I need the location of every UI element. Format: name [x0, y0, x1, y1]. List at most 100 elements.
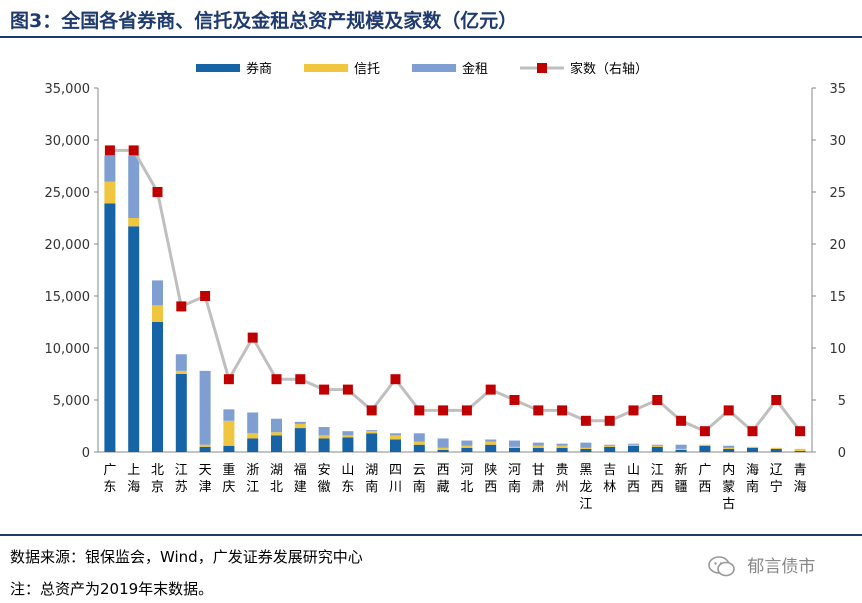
count-marker [509, 395, 520, 405]
legend-leasing-label: 金租 [462, 61, 488, 77]
chart-svg: 0 5,000 10,000 15,000 20,000 25,000 30,000 35,0… [45, 61, 847, 512]
bar-segment-leasing [152, 280, 163, 306]
legend-count-label: 家数（右轴） [570, 61, 648, 77]
category-label: 江苏 [175, 463, 188, 495]
bar-segment-leasing [294, 421, 306, 424]
count-marker [652, 395, 663, 405]
bar-segment-broker [199, 446, 211, 452]
bar-segment-leasing [413, 433, 425, 442]
right-tick-label: 5 [838, 394, 846, 409]
count-marker [628, 405, 639, 416]
bar-segment-broker [532, 447, 544, 452]
right-tick-label: 30 [829, 134, 846, 149]
left-tick-label: 10,000 [45, 342, 91, 357]
count-marker [485, 384, 496, 395]
count-marker [223, 374, 234, 385]
bar-segment-leasing [366, 430, 378, 432]
category-label: 内蒙古 [722, 462, 735, 512]
left-tick-label: 25,000 [45, 186, 91, 201]
bar-segment-broker [175, 374, 187, 452]
bar-segment-leasing [628, 443, 639, 445]
count-marker [676, 415, 687, 426]
category-label: 湖北 [270, 463, 283, 495]
bar-segment-leasing [271, 418, 282, 433]
category-label: 云南 [413, 463, 426, 495]
bar-segment-leasing [509, 440, 520, 447]
bar-segment-trust [223, 420, 235, 446]
category-label: 陕西 [484, 463, 497, 495]
category-label: 山西 [627, 463, 640, 495]
bar-segment-leasing [556, 443, 568, 446]
legend-trust-swatch [304, 64, 348, 72]
bar-segment-trust [580, 447, 592, 449]
count-marker [319, 384, 330, 395]
bar-segment-leasing [318, 427, 330, 436]
bar-segment-leasing [580, 442, 592, 448]
legend-count-swatch-marker [537, 63, 547, 73]
bar-segment-trust [294, 423, 306, 429]
bar-segment-trust [651, 445, 663, 447]
right-tick-label: 20 [829, 238, 846, 253]
bar-segment-broker [580, 448, 592, 452]
category-label: 海南 [746, 463, 759, 495]
count-marker [699, 426, 710, 437]
category-label: 四川 [389, 463, 402, 495]
category-label: 青海 [794, 463, 807, 495]
bar-segment-broker [104, 203, 116, 452]
bar-segment-trust [461, 445, 473, 448]
legend-broker-label: 券商 [246, 61, 272, 77]
count-marker [580, 415, 591, 426]
count-marker [723, 405, 734, 416]
category-label: 安徽 [318, 463, 331, 495]
bar-segment-broker [318, 438, 330, 452]
bar-segment-leasing [651, 444, 663, 446]
bar-segment-leasing [223, 409, 235, 421]
bar-segment-trust [556, 445, 568, 448]
legend-broker-swatch [196, 64, 240, 72]
count-line [109, 148, 802, 434]
category-label: 贵州 [556, 463, 569, 495]
bar-segment-broker [651, 446, 663, 452]
bar-segment-broker [128, 226, 140, 452]
count-marker [461, 405, 472, 416]
left-tick-label: 15,000 [45, 290, 91, 305]
source-text: 数据来源：银保监会，Wind，广发证券发展研究中心 [10, 548, 363, 566]
count-marker [176, 301, 187, 312]
bar-segment-trust [390, 435, 401, 440]
category-label: 黑龙江 [579, 463, 592, 512]
bar-segment-broker [152, 322, 163, 452]
bar-segment-trust [437, 447, 449, 450]
bar-segment-broker [604, 446, 616, 452]
bar-segment-trust [199, 444, 211, 447]
bar-segment-broker [461, 447, 473, 452]
bar-segment-leasing [532, 442, 544, 446]
bar-segment-leasing [723, 445, 735, 448]
right-tick-label: 10 [829, 342, 846, 357]
watermark: 郁言债市 [708, 552, 815, 578]
category-label: 山东 [341, 463, 354, 495]
bar-segment-leasing [675, 444, 687, 449]
wechat-icon [708, 556, 735, 577]
bar-segment-leasing [104, 155, 116, 182]
bar-segment-trust [509, 446, 520, 448]
count-marker [604, 415, 615, 426]
bar-segment-broker [770, 448, 782, 452]
bar-segment-leasing [604, 444, 616, 446]
title-rule [0, 36, 862, 38]
bar-segment-trust [675, 448, 687, 450]
bar-segment-broker [366, 433, 378, 452]
bar-segment-trust [628, 444, 639, 446]
bar-segment-trust [318, 435, 330, 439]
category-label: 天津 [199, 463, 212, 495]
count-marker [438, 405, 449, 416]
category-label: 吉林 [603, 463, 616, 495]
bar-segment-leasing [390, 433, 401, 436]
count-marker [295, 374, 306, 385]
count-marker [200, 291, 211, 301]
bar-segment-trust [271, 432, 282, 436]
bar-segment-broker [675, 449, 687, 452]
count-marker [414, 405, 425, 416]
bar-segment-broker [794, 450, 806, 452]
count-marker [771, 395, 782, 405]
bar-segment-broker [437, 449, 449, 452]
